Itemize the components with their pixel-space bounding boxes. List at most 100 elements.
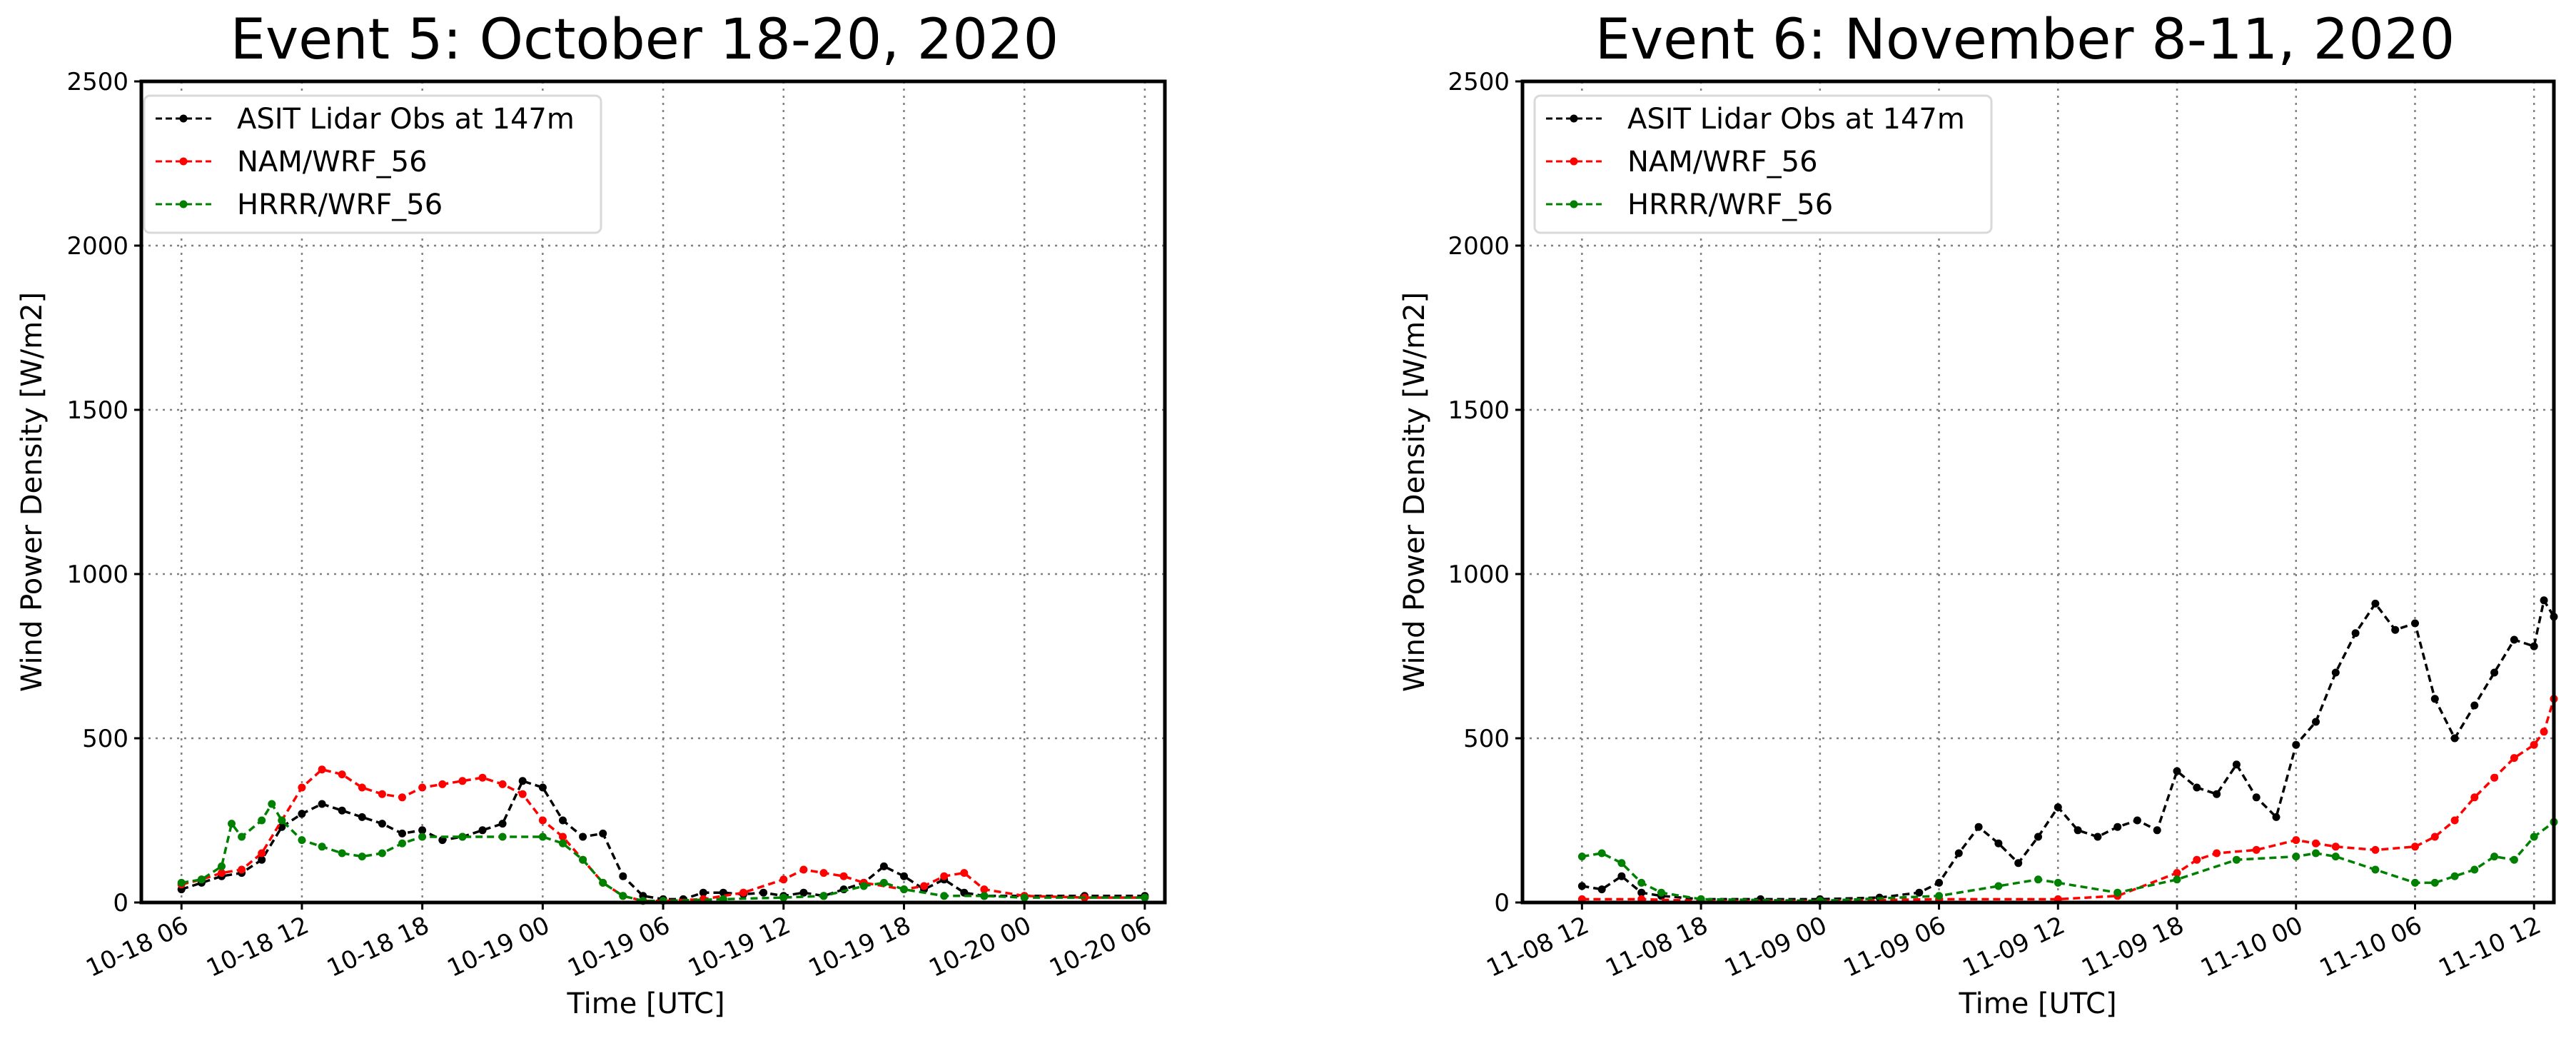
data-point — [418, 783, 427, 792]
series-group — [1577, 596, 2558, 905]
data-point — [518, 790, 527, 798]
data-point — [338, 806, 346, 815]
x-tick-label: 11-09 18 — [2077, 911, 2188, 983]
data-point — [619, 872, 627, 880]
data-point — [2133, 816, 2141, 825]
data-point — [1020, 893, 1029, 902]
data-point — [2331, 853, 2340, 861]
x-tick-label: 10-20 00 — [925, 911, 1036, 983]
x-tick-label: 11-08 12 — [1483, 911, 1593, 983]
series-line — [181, 801, 1145, 902]
legend-entry: ASIT Lidar Obs at 147m — [1546, 103, 1965, 136]
y-axis-label: Wind Power Density [W/m2] — [1398, 292, 1431, 692]
data-point — [1617, 872, 1626, 880]
data-point — [2470, 701, 2479, 710]
data-point — [538, 833, 547, 841]
y-tick-label: 0 — [1494, 889, 1510, 917]
data-point — [960, 888, 969, 897]
data-point — [358, 853, 366, 861]
data-point — [378, 849, 386, 858]
data-point — [2510, 635, 2518, 644]
data-point — [2540, 728, 2548, 736]
data-point — [2540, 596, 2548, 605]
y-tick-label: 2000 — [1448, 232, 1510, 261]
data-point — [799, 888, 808, 897]
data-point — [2054, 803, 2062, 812]
data-point — [478, 826, 487, 835]
data-point — [218, 869, 226, 877]
data-point — [378, 790, 386, 798]
y-tick-label: 2500 — [66, 68, 128, 96]
data-point — [1994, 839, 2003, 848]
data-point — [2371, 599, 2380, 608]
data-point — [258, 849, 266, 858]
y-tick-labels: 0 500 1000 1500 2000 2500 — [1448, 68, 1510, 917]
chart-event-5: Event 5: October 18-20, 2020 0 500 1000 150… — [16, 8, 1167, 1020]
data-point — [2470, 793, 2479, 802]
data-point — [268, 800, 276, 808]
data-point — [699, 888, 707, 897]
data-point — [2391, 625, 2400, 634]
data-point — [538, 783, 547, 792]
data-point — [839, 872, 848, 880]
data-point — [2490, 853, 2499, 861]
data-point — [2430, 695, 2439, 703]
data-point — [980, 885, 989, 894]
data-point — [2411, 619, 2419, 628]
y-tick-label: 0 — [113, 889, 128, 917]
x-tick-label: 10-18 18 — [323, 911, 433, 983]
data-point — [960, 869, 969, 877]
data-point — [2252, 793, 2261, 802]
data-point — [779, 893, 788, 902]
legend-point-marker — [179, 157, 188, 166]
data-point — [278, 816, 286, 825]
legend-box — [1533, 94, 1993, 234]
data-point — [2292, 740, 2300, 749]
legend: ASIT Lidar Obs at 147m NAM/WRF_56 HRRR/W… — [1533, 94, 1993, 234]
data-point — [2054, 878, 2062, 887]
data-point — [538, 816, 547, 825]
data-point — [2312, 839, 2320, 848]
data-point — [2232, 855, 2241, 864]
data-point — [819, 892, 828, 900]
data-point — [318, 800, 326, 808]
data-point — [2450, 734, 2459, 743]
data-point — [2411, 843, 2419, 851]
series-hrrr-wrf-56 — [1577, 818, 2558, 905]
series-nam-wrf-56 — [177, 765, 1149, 905]
data-point — [418, 826, 427, 835]
data-point — [2530, 740, 2538, 749]
data-point — [2272, 813, 2280, 821]
data-point — [2430, 833, 2439, 841]
data-point — [2113, 823, 2122, 831]
data-point — [1597, 885, 1606, 894]
data-point — [879, 862, 888, 870]
axis-ticks — [1515, 80, 2535, 910]
data-point — [358, 783, 366, 792]
data-point — [2490, 773, 2499, 782]
data-point — [478, 773, 487, 782]
data-point — [2074, 826, 2082, 835]
x-axis-label: Time [UTC] — [1958, 987, 2116, 1020]
x-tick-label: 11-09 00 — [1720, 911, 1831, 983]
data-point — [398, 839, 406, 848]
data-point — [2371, 845, 2380, 854]
data-point — [2034, 833, 2042, 841]
data-point — [900, 885, 908, 894]
data-point — [438, 836, 447, 845]
data-point — [177, 878, 186, 887]
data-point — [318, 765, 326, 774]
data-point — [218, 862, 226, 870]
data-point — [498, 780, 507, 788]
data-point — [599, 829, 607, 838]
y-axis-label: Wind Power Density [W/m2] — [16, 292, 49, 692]
y-tick-labels: 0 500 1000 1500 2000 2500 — [66, 68, 128, 917]
data-point — [498, 833, 507, 841]
data-point — [1994, 882, 2003, 890]
x-tick-label: 11-08 18 — [1601, 911, 1712, 983]
x-tick-label: 10-19 06 — [563, 911, 674, 983]
chart-title: Event 6: November 8-11, 2020 — [1595, 8, 2455, 72]
data-point — [739, 888, 747, 897]
data-point — [1657, 888, 1665, 897]
data-point — [759, 888, 768, 897]
